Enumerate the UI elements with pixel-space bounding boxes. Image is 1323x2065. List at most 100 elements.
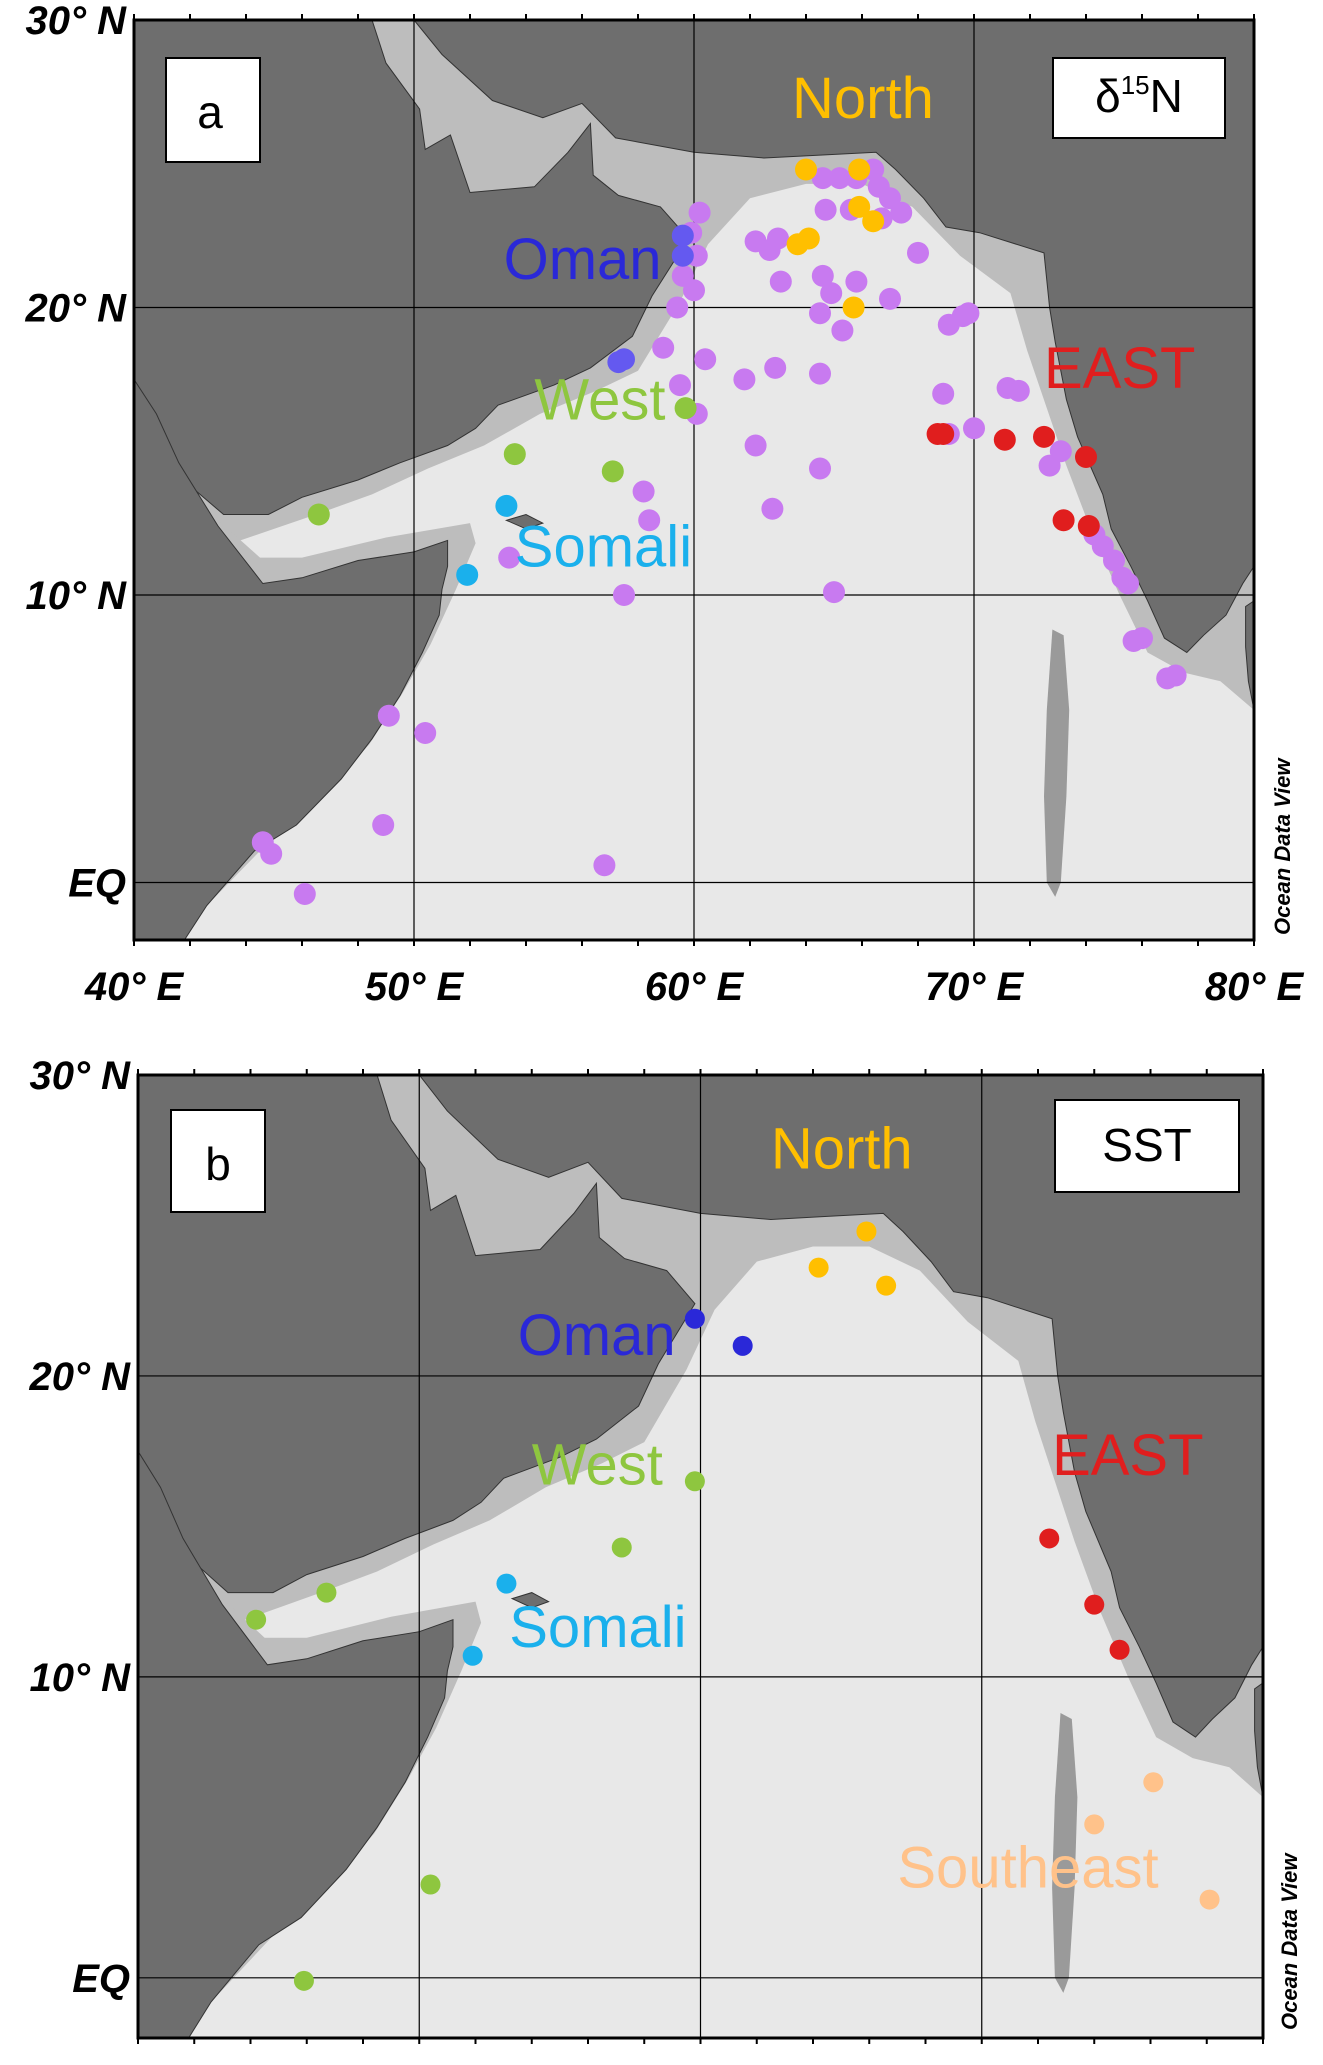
station-other (632, 480, 655, 503)
station-other (377, 704, 400, 727)
panel-letter-box (165, 57, 261, 163)
station-other (823, 581, 845, 604)
station-markers (246, 1221, 1220, 1991)
land-africa (134, 378, 449, 940)
station-other (809, 457, 831, 480)
station-other (638, 509, 661, 532)
land-socotra (510, 1592, 550, 1609)
station-other (688, 201, 711, 224)
station-other (1131, 627, 1153, 650)
land-socotra (504, 513, 545, 530)
station-other (957, 302, 980, 325)
station-other (669, 374, 691, 397)
ridge-0 (1052, 1713, 1078, 1993)
panel-letter: a (197, 86, 223, 138)
ridge-0 (1044, 629, 1070, 897)
station-somali (462, 1645, 483, 1666)
graticule-grid (134, 20, 1254, 940)
station-other (809, 302, 831, 325)
station-other (652, 336, 675, 359)
map-b-svg: 40° E50° E60° E70° E80° E30° N20° N10° N… (29, 1054, 1314, 2065)
station-oman (671, 224, 694, 247)
station-other (828, 167, 851, 190)
seamount-ridge (1052, 1713, 1078, 1993)
station-other (293, 883, 316, 905)
station-north (856, 1221, 877, 1242)
panel-letter: b (205, 1138, 231, 1190)
station-other (694, 348, 717, 371)
station-north (842, 296, 865, 319)
station-other (764, 356, 787, 379)
axis-ticks: 40° E 50° E 60° E 70° E 80° E 30° N 20° N 10° N… (25, 0, 1305, 1009)
station-east (1033, 425, 1055, 448)
station-east (1052, 509, 1075, 532)
station-other (890, 201, 913, 224)
station-southeast (1143, 1772, 1164, 1793)
lat-tick-label: 10° N (26, 574, 128, 618)
station-southeast (1084, 1814, 1105, 1835)
station-other (963, 417, 985, 440)
station-east (932, 423, 955, 445)
land-iran (372, 20, 1254, 654)
region-labels: North Oman West Somali EAST Southeast (509, 1116, 1203, 1900)
station-other (811, 167, 834, 190)
odv-credit: Ocean Data View (1270, 757, 1295, 935)
map-panel-a: 40° E 50° E 60° E 70° E 80° E 30° N 20° N 10° N… (0, 0, 1323, 1030)
lat-tick-label: 20° N (25, 287, 128, 331)
station-other (593, 854, 616, 877)
station-other (820, 282, 843, 305)
station-west (307, 503, 330, 526)
station-west (316, 1582, 337, 1603)
station-other (498, 546, 521, 569)
station-other (372, 814, 395, 836)
lat-tick-label: 30° N (30, 1054, 132, 1098)
station-other (879, 287, 901, 310)
station-other (613, 584, 635, 606)
land-arabia (138, 1075, 696, 1594)
station-north (876, 1275, 897, 1296)
station-east (1109, 1639, 1130, 1660)
station-other (811, 264, 834, 287)
station-other (414, 722, 437, 744)
lon-tick-label: 50° E (365, 965, 465, 1009)
station-other (831, 319, 854, 342)
n-symbol: N (1150, 70, 1183, 122)
region-label-oman: Oman (518, 1303, 676, 1368)
station-somali (496, 1573, 517, 1594)
superscript-15: 15 (1121, 70, 1150, 100)
region-label-west: West (534, 368, 665, 433)
station-other (845, 270, 868, 293)
seamount-ridge (1044, 629, 1070, 897)
variable-label: δ15N (1095, 70, 1183, 122)
region-label-north: North (792, 66, 934, 131)
region-label-somali: Somali (509, 1595, 686, 1660)
variable-box (1052, 57, 1226, 139)
station-north (795, 158, 817, 181)
station-somali (456, 563, 479, 586)
station-other (907, 241, 929, 264)
lat-tick-label: 30° N (26, 0, 128, 43)
lon-tick-label: 70° E (925, 965, 1025, 1009)
station-other (1164, 664, 1187, 687)
variable-box (1054, 1099, 1240, 1193)
station-east (1039, 1528, 1060, 1549)
station-other (1049, 440, 1072, 463)
station-southeast (1199, 1889, 1220, 1910)
station-oman (732, 1335, 753, 1356)
station-other (744, 434, 767, 457)
station-other (1103, 549, 1125, 572)
lat-tick-label: EQ (72, 1957, 130, 2001)
station-other (260, 842, 283, 865)
station-other (666, 296, 689, 319)
station-west (684, 1471, 705, 1492)
station-west (246, 1609, 267, 1630)
station-west (420, 1874, 441, 1895)
station-other (769, 270, 792, 293)
station-west (503, 443, 526, 466)
map-a-svg: 40° E 50° E 60° E 70° E 80° E 30° N 20° N 10° N… (25, 0, 1305, 1009)
station-east (1077, 515, 1100, 537)
station-north (848, 195, 871, 218)
station-oman (671, 244, 694, 267)
station-other (733, 368, 756, 391)
delta-symbol: δ (1095, 70, 1121, 122)
